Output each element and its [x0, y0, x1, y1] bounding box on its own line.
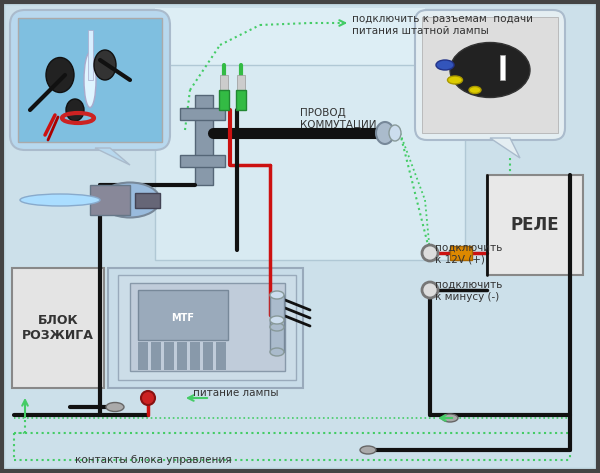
Text: питание лампы: питание лампы — [193, 388, 278, 398]
Bar — [195, 95, 213, 185]
Ellipse shape — [270, 291, 284, 299]
Bar — [236, 90, 246, 110]
Text: ПРОВОД
КОММУТАЦИИ: ПРОВОД КОММУТАЦИИ — [300, 108, 377, 130]
Bar — [487, 175, 583, 275]
Bar — [216, 342, 226, 370]
Text: MTF: MTF — [172, 313, 194, 323]
Bar — [130, 283, 285, 371]
Bar — [180, 155, 225, 167]
Bar — [138, 342, 148, 370]
Bar — [88, 30, 93, 80]
Text: контакты блока управления: контакты блока управления — [75, 455, 232, 465]
Bar — [237, 75, 245, 93]
Bar — [118, 275, 296, 380]
Ellipse shape — [360, 446, 376, 454]
FancyBboxPatch shape — [415, 10, 565, 140]
Ellipse shape — [270, 316, 284, 324]
Text: РЕЛЕ: РЕЛЕ — [511, 216, 559, 234]
Bar — [90, 185, 130, 215]
Bar — [180, 108, 225, 120]
Bar — [18, 18, 162, 142]
Bar — [138, 290, 228, 340]
Bar — [270, 320, 284, 352]
Text: БЛОК
РОЗЖИГА: БЛОК РОЗЖИГА — [22, 314, 94, 342]
Bar — [135, 193, 160, 208]
Ellipse shape — [450, 43, 530, 97]
Bar — [219, 90, 229, 110]
Ellipse shape — [66, 99, 84, 121]
Bar — [500, 55, 505, 80]
Text: подключить к разъемам  подачи
питания штатной лампы: подключить к разъемам подачи питания шта… — [352, 14, 533, 35]
Bar — [220, 75, 228, 93]
Ellipse shape — [84, 53, 96, 107]
Ellipse shape — [106, 403, 124, 412]
Ellipse shape — [389, 125, 401, 141]
Bar — [12, 268, 104, 388]
Polygon shape — [490, 138, 520, 158]
Bar — [108, 268, 303, 388]
Ellipse shape — [270, 348, 284, 356]
Bar — [177, 342, 187, 370]
Ellipse shape — [100, 183, 160, 218]
Text: подключить
к 12V (+): подключить к 12V (+) — [435, 243, 502, 264]
Ellipse shape — [442, 414, 458, 422]
Circle shape — [422, 245, 438, 261]
Ellipse shape — [46, 58, 74, 93]
FancyBboxPatch shape — [10, 10, 170, 150]
Ellipse shape — [94, 50, 116, 80]
Polygon shape — [95, 148, 130, 165]
Circle shape — [141, 391, 155, 405]
Ellipse shape — [270, 323, 284, 331]
Bar — [450, 246, 472, 260]
Bar — [270, 295, 284, 327]
Circle shape — [422, 282, 438, 298]
Bar — [151, 342, 161, 370]
Bar — [164, 342, 174, 370]
Bar — [190, 342, 200, 370]
Bar — [155, 65, 465, 260]
Ellipse shape — [436, 60, 454, 70]
Bar — [203, 342, 213, 370]
Ellipse shape — [20, 194, 100, 206]
Text: подключить
к минусу (-): подключить к минусу (-) — [435, 280, 502, 302]
Ellipse shape — [469, 87, 481, 94]
Bar — [422, 17, 558, 133]
Ellipse shape — [376, 122, 394, 144]
Bar — [155, 8, 425, 66]
Ellipse shape — [448, 76, 463, 84]
